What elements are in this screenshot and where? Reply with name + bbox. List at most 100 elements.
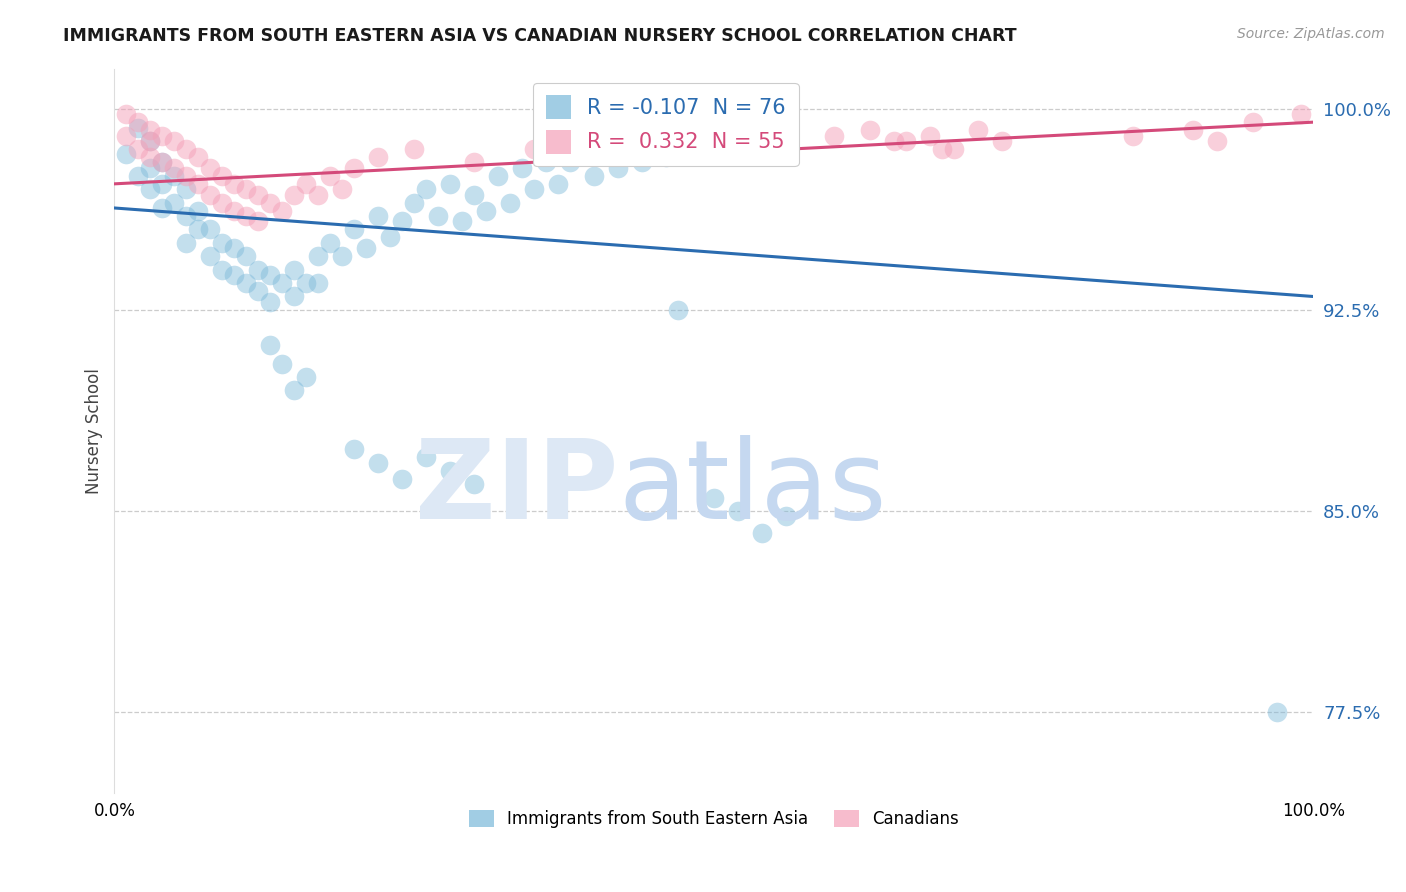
Point xyxy=(163,134,186,148)
Point xyxy=(139,134,162,148)
Point xyxy=(271,276,294,290)
Point xyxy=(582,134,605,148)
Point xyxy=(187,222,209,236)
Text: Source: ZipAtlas.com: Source: ZipAtlas.com xyxy=(1237,27,1385,41)
Point xyxy=(463,477,485,491)
Point xyxy=(235,249,257,263)
Point xyxy=(247,262,270,277)
Point xyxy=(534,155,557,169)
Point xyxy=(271,203,294,218)
Point xyxy=(762,134,785,148)
Point xyxy=(367,150,389,164)
Point xyxy=(224,177,246,191)
Point xyxy=(247,214,270,228)
Point xyxy=(404,195,426,210)
Point xyxy=(211,235,233,250)
Point xyxy=(247,187,270,202)
Point xyxy=(523,142,546,156)
Point xyxy=(367,456,389,470)
Point xyxy=(176,235,198,250)
Point xyxy=(176,182,198,196)
Text: IMMIGRANTS FROM SOUTH EASTERN ASIA VS CANADIAN NURSERY SCHOOL CORRELATION CHART: IMMIGRANTS FROM SOUTH EASTERN ASIA VS CA… xyxy=(63,27,1017,45)
Point xyxy=(163,195,186,210)
Point xyxy=(367,209,389,223)
Point xyxy=(127,120,149,135)
Point xyxy=(391,214,413,228)
Point xyxy=(894,134,917,148)
Point xyxy=(224,268,246,282)
Point xyxy=(1206,134,1229,148)
Point xyxy=(307,187,329,202)
Point xyxy=(439,177,461,191)
Point xyxy=(200,187,222,202)
Point xyxy=(176,209,198,223)
Point xyxy=(200,161,222,175)
Point xyxy=(404,142,426,156)
Point xyxy=(283,289,305,303)
Point xyxy=(1122,128,1144,143)
Point xyxy=(200,222,222,236)
Point xyxy=(319,235,342,250)
Point xyxy=(127,115,149,129)
Point xyxy=(307,249,329,263)
Point xyxy=(150,177,173,191)
Point xyxy=(259,195,281,210)
Point xyxy=(330,249,353,263)
Point xyxy=(703,123,725,137)
Point xyxy=(259,338,281,352)
Point xyxy=(606,161,628,175)
Text: atlas: atlas xyxy=(617,435,886,542)
Point xyxy=(163,161,186,175)
Point xyxy=(283,384,305,398)
Point xyxy=(486,169,509,183)
Point xyxy=(343,222,366,236)
Point xyxy=(187,203,209,218)
Point xyxy=(582,169,605,183)
Point xyxy=(775,509,797,524)
Text: ZIP: ZIP xyxy=(415,435,617,542)
Point xyxy=(463,155,485,169)
Point xyxy=(295,177,318,191)
Point xyxy=(439,464,461,478)
Point xyxy=(115,147,138,161)
Point xyxy=(703,491,725,505)
Point xyxy=(295,370,318,384)
Point xyxy=(211,262,233,277)
Point xyxy=(235,182,257,196)
Point xyxy=(295,276,318,290)
Point xyxy=(415,450,437,465)
Point xyxy=(1241,115,1264,129)
Point xyxy=(211,195,233,210)
Y-axis label: Nursery School: Nursery School xyxy=(86,368,103,493)
Point xyxy=(354,241,377,255)
Point xyxy=(378,230,401,244)
Point xyxy=(150,201,173,215)
Point xyxy=(247,284,270,298)
Point xyxy=(259,268,281,282)
Point xyxy=(150,128,173,143)
Point xyxy=(139,123,162,137)
Point xyxy=(139,182,162,196)
Point xyxy=(643,128,665,143)
Point xyxy=(319,169,342,183)
Point xyxy=(307,276,329,290)
Point xyxy=(139,150,162,164)
Point xyxy=(176,169,198,183)
Point xyxy=(990,134,1012,148)
Point xyxy=(679,142,702,156)
Point xyxy=(224,241,246,255)
Point xyxy=(1291,107,1313,121)
Point xyxy=(330,182,353,196)
Point xyxy=(751,525,773,540)
Point xyxy=(127,142,149,156)
Point xyxy=(115,128,138,143)
Point xyxy=(666,302,689,317)
Point xyxy=(150,155,173,169)
Point xyxy=(931,142,953,156)
Point xyxy=(391,472,413,486)
Point xyxy=(150,155,173,169)
Point xyxy=(463,187,485,202)
Point xyxy=(163,169,186,183)
Point xyxy=(451,214,474,228)
Point xyxy=(139,161,162,175)
